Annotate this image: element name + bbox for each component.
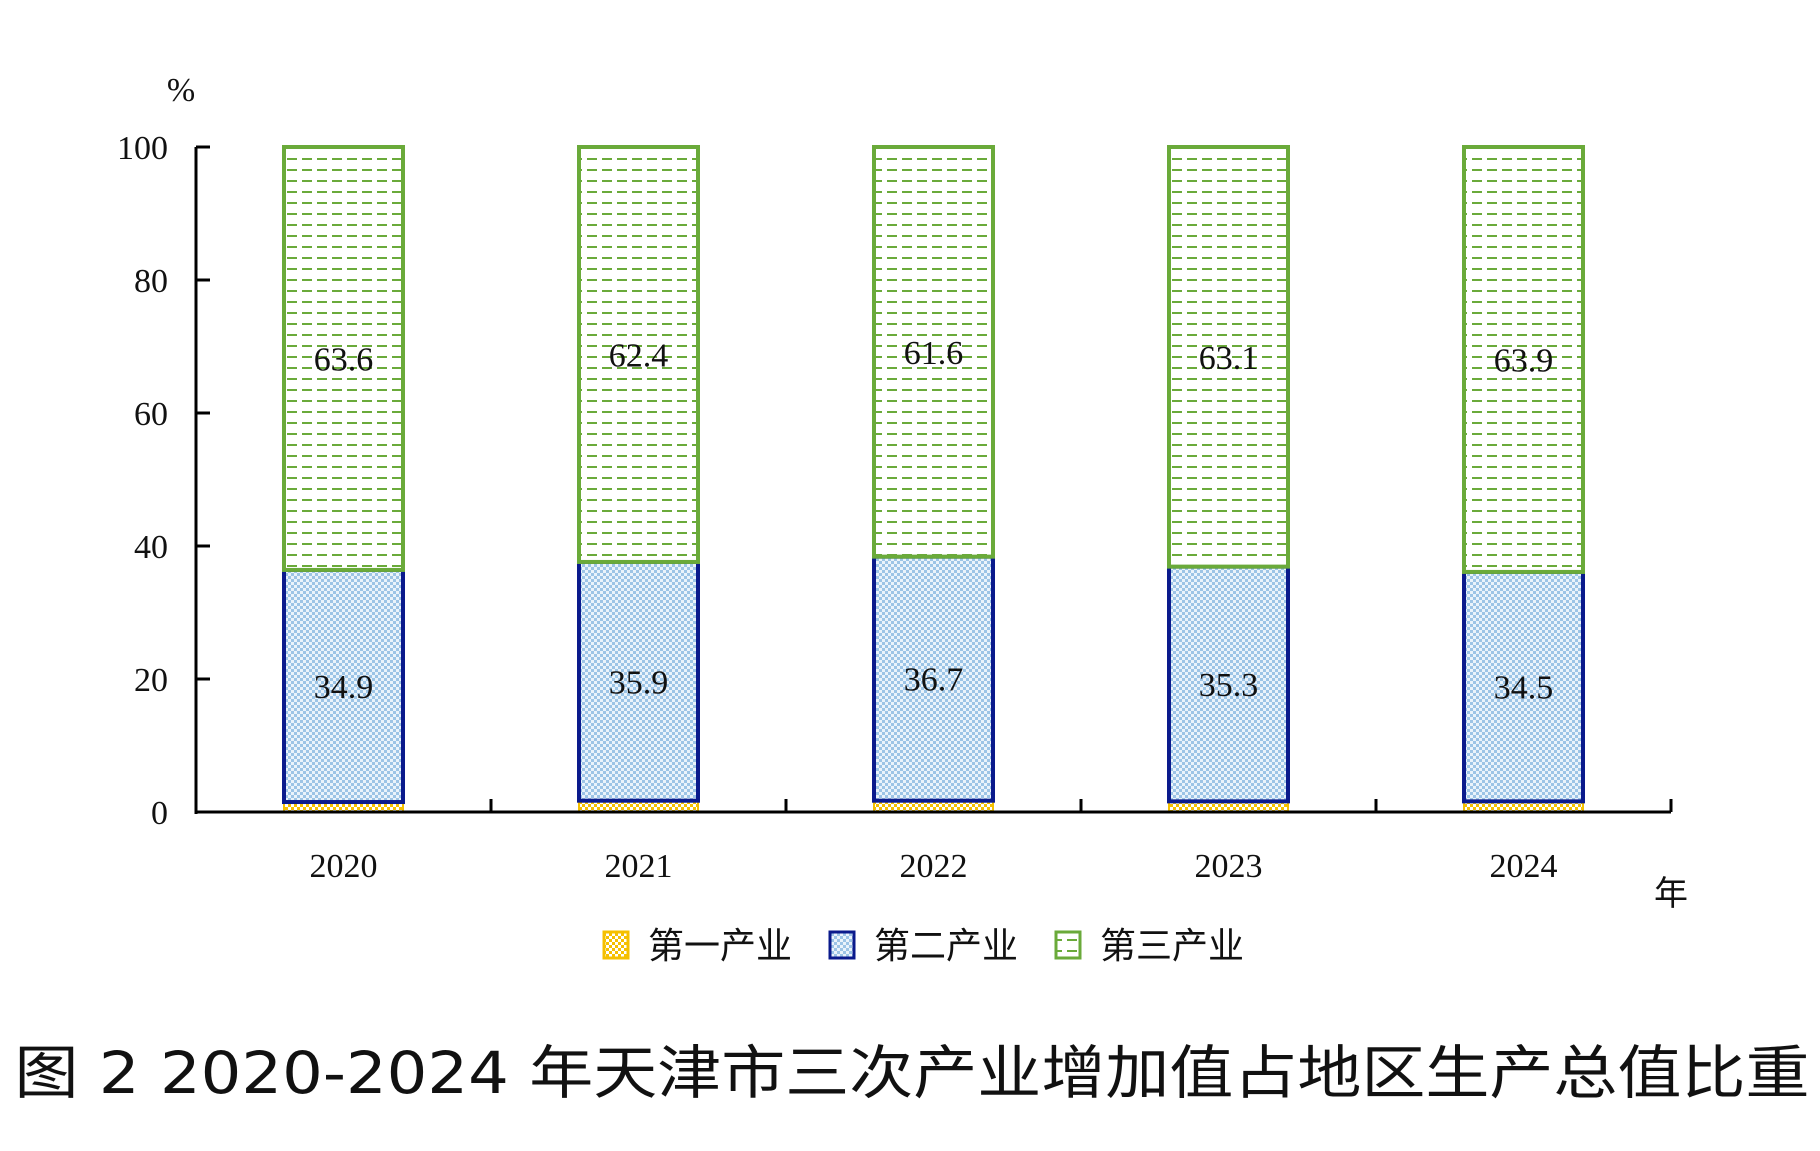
legend-swatch-0 <box>602 930 630 960</box>
bar-2024-series-2 <box>1462 145 1585 574</box>
y-axis-unit: % <box>167 72 195 109</box>
data-label-2022-series-2: 61.6 <box>904 335 964 372</box>
data-label-2020-series-2: 63.6 <box>314 341 374 378</box>
y-tick-label-40: 40 <box>134 529 168 566</box>
data-label-2024-series-2: 63.9 <box>1494 342 1554 379</box>
legend-label-1: 第二产业 <box>874 926 1018 967</box>
y-tick-label-80: 80 <box>134 263 168 300</box>
x-axis-unit: 年 <box>1654 874 1688 914</box>
data-label-2023-series-1: 35.3 <box>1199 667 1259 704</box>
legend-label-0: 第一产业 <box>648 926 792 967</box>
data-label-2022-series-1: 36.7 <box>904 662 964 699</box>
bar-2020-series-2 <box>282 145 405 572</box>
x-tick-label-2022: 2022 <box>900 848 968 885</box>
legend: 第一产业 第二产业 第三产业 <box>602 926 1244 967</box>
bar-2021-series-2 <box>577 145 700 564</box>
legend-swatch-2 <box>1054 930 1082 960</box>
data-label-2021-series-1: 35.9 <box>609 664 669 701</box>
bar-2021-series-1 <box>577 559 700 803</box>
y-tick-label-60: 60 <box>134 396 168 433</box>
data-label-2023-series-2: 63.1 <box>1199 340 1259 377</box>
y-tick-label-0: 0 <box>151 795 168 832</box>
legend-swatch-1 <box>828 930 856 960</box>
data-label-2020-series-1: 34.9 <box>314 669 374 706</box>
chart-title: 图 2 2020-2024 年天津市三次产业增加值占地区生产总值比重 <box>15 1039 1810 1107</box>
y-tick-label-20: 20 <box>134 662 168 699</box>
x-tick-label-2020: 2020 <box>310 848 378 885</box>
x-tick-label-2024: 2024 <box>1490 848 1558 885</box>
y-tick-label-100: 100 <box>117 130 168 167</box>
x-tick-label-2021: 2021 <box>605 848 673 885</box>
bar-2023-series-2 <box>1167 145 1290 569</box>
legend-label-2: 第三产业 <box>1100 926 1244 967</box>
data-label-2024-series-1: 34.5 <box>1494 670 1554 707</box>
data-label-2021-series-2: 62.4 <box>609 337 669 374</box>
bar-2022-series-2 <box>872 145 995 559</box>
x-tick-label-2023: 2023 <box>1195 848 1263 885</box>
